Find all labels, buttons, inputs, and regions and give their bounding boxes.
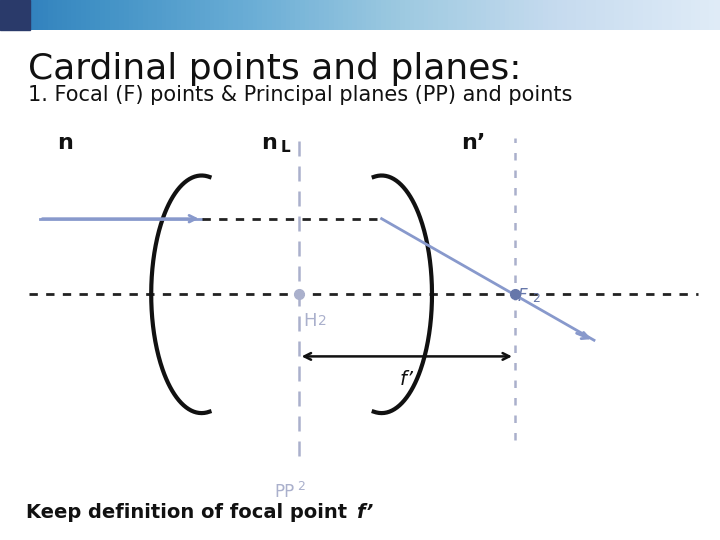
Text: L: L <box>281 140 290 154</box>
Text: f’: f’ <box>400 370 414 389</box>
Text: n: n <box>261 133 276 153</box>
Text: 2: 2 <box>532 292 540 305</box>
Text: Cardinal points and planes:: Cardinal points and planes: <box>28 52 521 86</box>
Text: PP: PP <box>274 483 294 501</box>
Text: n’: n’ <box>461 133 485 153</box>
Text: n: n <box>57 133 73 153</box>
Text: 1. Focal (F) points & Principal planes (PP) and points: 1. Focal (F) points & Principal planes (… <box>28 85 572 105</box>
Text: 2: 2 <box>318 314 327 328</box>
Text: 2: 2 <box>297 480 305 494</box>
Text: Keep definition of focal point: Keep definition of focal point <box>26 503 354 522</box>
Text: f’: f’ <box>356 503 373 522</box>
Bar <box>0 0 30 30</box>
Text: H: H <box>303 312 316 330</box>
Text: F: F <box>518 287 528 305</box>
